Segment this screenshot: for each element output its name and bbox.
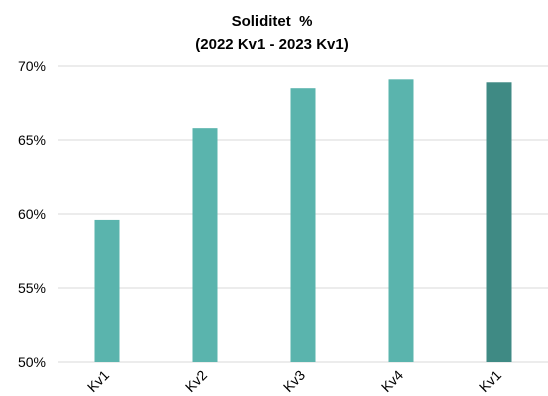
y-axis-ticks: 50% 55% 60% 65% 70%: [18, 58, 46, 370]
bar: [388, 79, 414, 362]
y-tick-label: 65%: [18, 132, 46, 148]
x-tick-label: Kv4: [378, 367, 407, 396]
bar: [486, 82, 512, 362]
chart-subtitle: (2022 Kv1 - 2023 Kv1): [195, 36, 348, 53]
x-axis-ticks: Kv1 Kv2 Kv3 Kv4 Kv1: [84, 367, 505, 396]
y-tick-label: 70%: [18, 58, 46, 74]
bar: [290, 88, 316, 362]
chart-title: Soliditet %: [232, 13, 313, 30]
x-tick-label: Kv1: [476, 367, 505, 396]
x-tick-label: Kv1: [84, 367, 113, 396]
y-tick-label: 60%: [18, 206, 46, 222]
bar: [192, 128, 218, 362]
x-tick-label: Kv2: [182, 367, 211, 396]
bars: [94, 79, 512, 362]
y-tick-label: 55%: [18, 280, 46, 296]
bar: [94, 219, 120, 362]
y-tick-label: 50%: [18, 354, 46, 370]
x-tick-label: Kv3: [280, 367, 309, 396]
